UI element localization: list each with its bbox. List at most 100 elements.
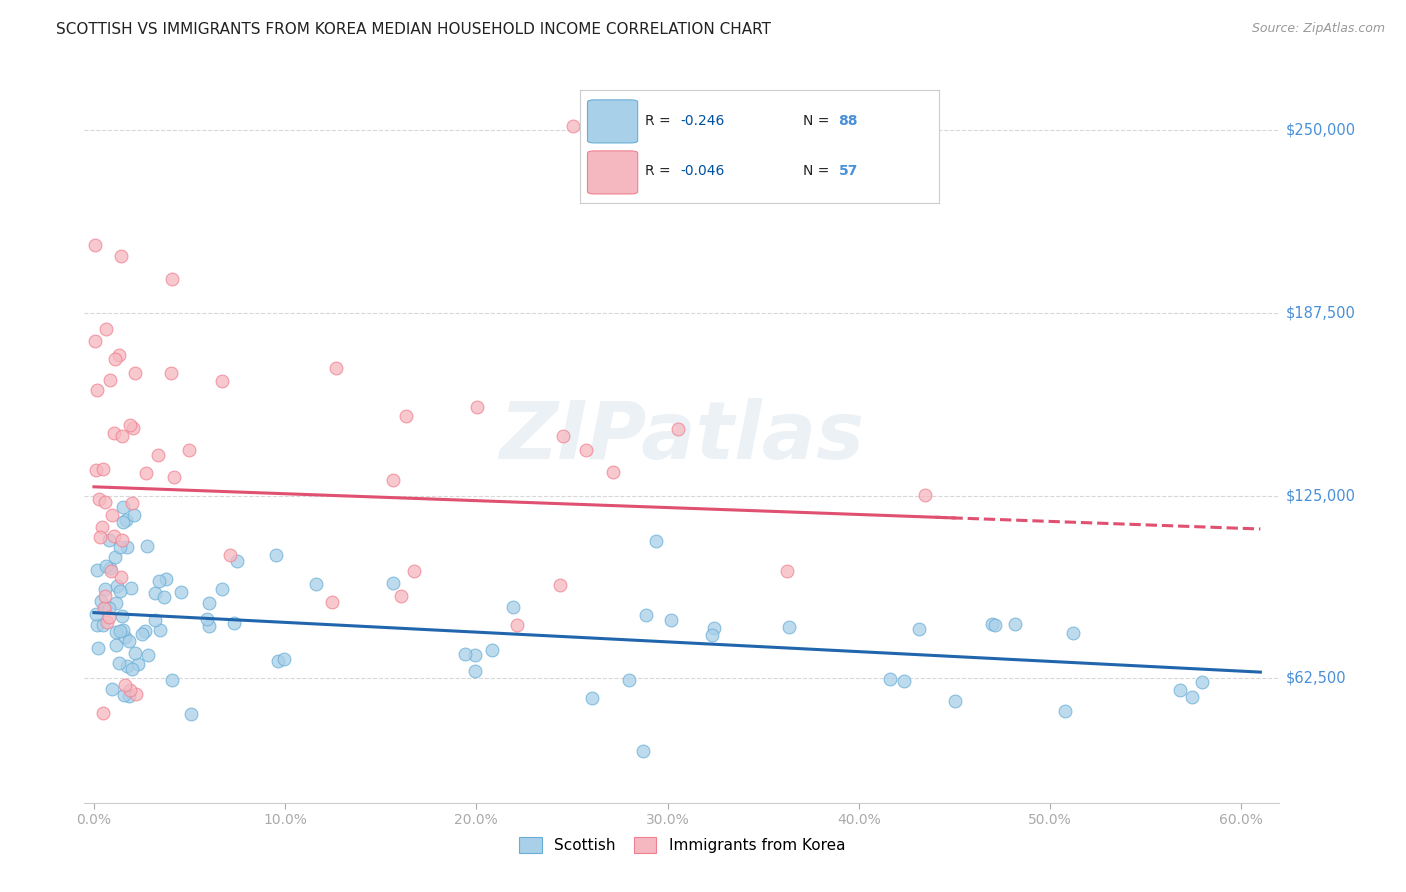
Point [631, 744, 654, 758]
Point [135, 467, 157, 481]
Point [121, 662, 143, 676]
Point [198, 596, 221, 610]
Text: $250,000: $250,000 [1285, 122, 1355, 137]
Point [321, 594, 343, 608]
Point [93, 601, 115, 615]
Point [127, 657, 149, 671]
Point [108, 656, 131, 670]
Point [879, 672, 901, 686]
Point [160, 673, 183, 687]
Point [89, 530, 111, 544]
Point [103, 529, 125, 543]
Point [94, 589, 117, 603]
Text: $187,500: $187,500 [1285, 305, 1355, 320]
Point [105, 638, 128, 652]
Point [170, 584, 193, 599]
Point [148, 448, 170, 462]
Point [153, 590, 176, 604]
Point [266, 549, 288, 563]
Point [105, 579, 128, 593]
Point [617, 673, 640, 687]
Point [659, 613, 682, 627]
Point [124, 366, 146, 380]
Point [90, 520, 112, 534]
Point [94, 322, 117, 336]
Point [121, 420, 143, 434]
Point [87, 492, 110, 507]
Point [125, 687, 148, 701]
Text: $62,500: $62,500 [1285, 671, 1346, 686]
Point [145, 586, 167, 600]
Point [505, 618, 527, 632]
Point [464, 664, 486, 678]
Point [98, 609, 121, 624]
Point [107, 348, 129, 362]
Point [86, 563, 108, 577]
Point [402, 565, 425, 579]
Point [112, 515, 135, 529]
Point [634, 607, 657, 622]
Point [454, 647, 477, 661]
Point [115, 513, 138, 527]
Point [464, 648, 486, 662]
Point [110, 624, 132, 638]
Point [86, 641, 108, 656]
Point [148, 574, 170, 588]
Point [908, 622, 931, 636]
Point [703, 621, 725, 635]
Point [101, 508, 124, 522]
Point [94, 599, 117, 614]
Point [136, 648, 159, 662]
Text: Source: ZipAtlas.com: Source: ZipAtlas.com [1251, 22, 1385, 36]
Point [104, 596, 127, 610]
Point [224, 615, 246, 630]
Point [1181, 690, 1204, 705]
Point [104, 352, 127, 367]
Point [581, 691, 603, 706]
Point [551, 428, 574, 442]
Point [163, 470, 186, 484]
Point [84, 607, 107, 621]
Point [97, 533, 120, 547]
Point [914, 488, 936, 502]
Point [86, 618, 108, 632]
Point [155, 572, 177, 586]
Point [561, 119, 583, 133]
Point [91, 462, 114, 476]
Point [118, 633, 141, 648]
Point [104, 550, 127, 565]
Point [134, 624, 156, 639]
Point [502, 600, 524, 615]
Point [943, 694, 966, 708]
Point [645, 533, 668, 548]
Point [1054, 704, 1077, 718]
Point [389, 589, 412, 603]
Point [115, 541, 138, 555]
Point [94, 582, 117, 596]
Point [115, 659, 138, 673]
Point [120, 581, 142, 595]
Point [105, 625, 128, 640]
Point [91, 706, 114, 721]
Point [108, 584, 131, 599]
Point [893, 674, 915, 689]
Point [98, 601, 121, 615]
Point [1062, 626, 1084, 640]
Point [395, 409, 418, 423]
Point [84, 463, 107, 477]
Point [83, 334, 105, 348]
Point [100, 564, 122, 578]
Point [84, 238, 107, 252]
Text: ZIPatlas: ZIPatlas [499, 398, 865, 476]
Point [177, 443, 200, 458]
Point [135, 539, 157, 553]
Point [98, 373, 121, 387]
Point [143, 613, 166, 627]
Point [325, 360, 347, 375]
Point [984, 618, 1007, 632]
Point [121, 496, 143, 510]
Point [112, 688, 135, 702]
Point [110, 249, 132, 263]
Point [101, 681, 124, 696]
Legend: Scottish, Immigrants from Korea: Scottish, Immigrants from Korea [510, 830, 853, 861]
